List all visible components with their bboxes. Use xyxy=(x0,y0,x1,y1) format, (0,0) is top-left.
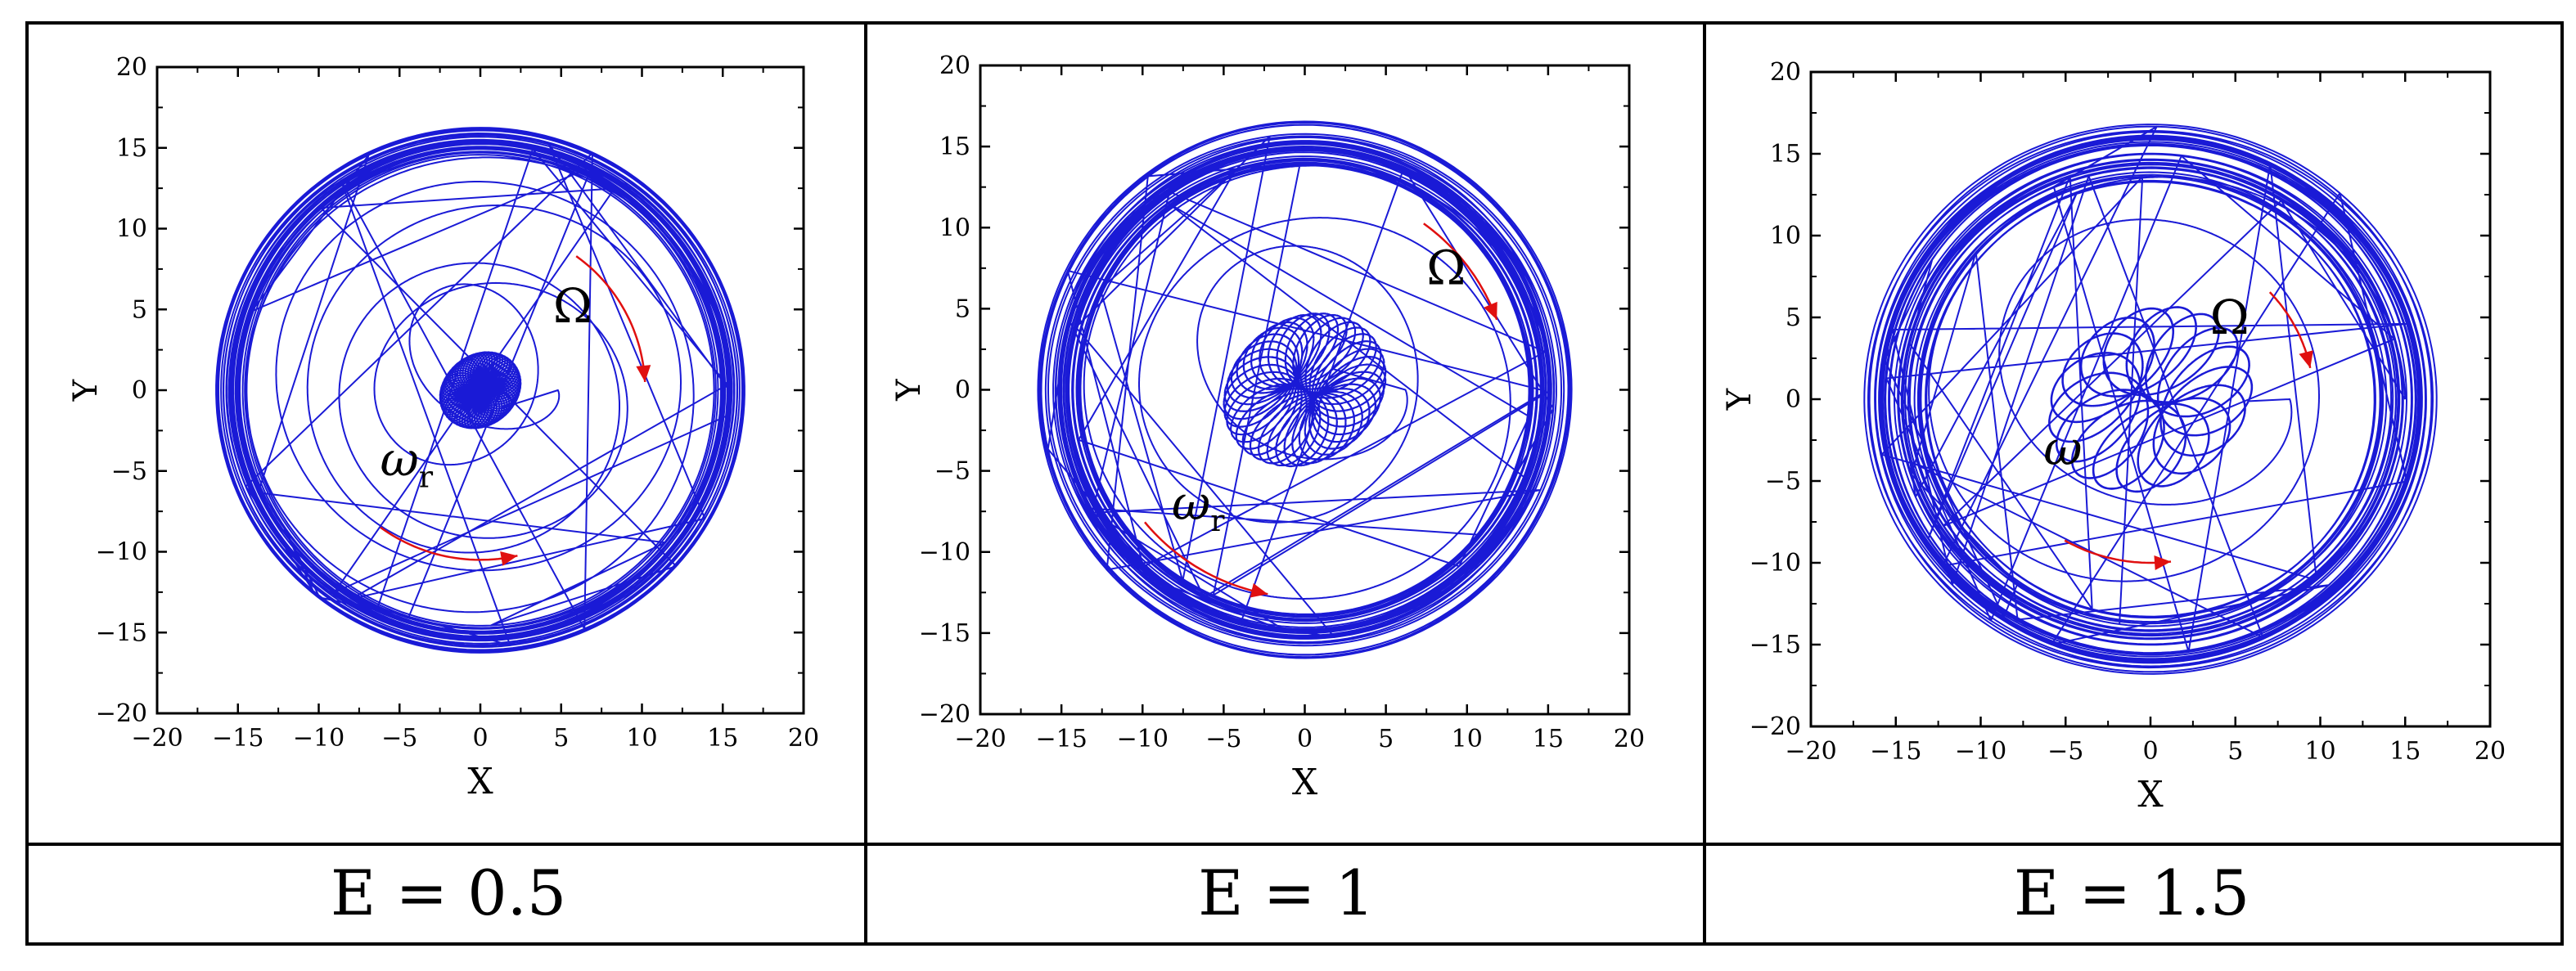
y-tick-label: 5 xyxy=(955,294,971,323)
omega-r-label: ω xyxy=(2043,420,2082,476)
x-tick-label: 5 xyxy=(2227,737,2243,766)
frame-border xyxy=(25,21,2564,946)
y-tick-label: −10 xyxy=(1750,549,1801,578)
chart-panel-2: Ωωr−20 −15 −10 −5 0 5 10 15 20−20−15−10−50510152… xyxy=(890,52,1645,803)
x-axis-label: X xyxy=(467,761,493,802)
x-tick-label: 15 xyxy=(707,724,738,753)
y-tick-label: 15 xyxy=(116,134,147,163)
omega-r-rotation-arrow xyxy=(1144,521,1268,596)
omega-r-rotation-arrow-head xyxy=(2154,555,2172,570)
y-tick-label: 20 xyxy=(1770,58,1801,87)
y-tick-label: −15 xyxy=(96,618,147,647)
y-tick-label: −10 xyxy=(96,538,147,567)
y-tick-label: 5 xyxy=(1786,303,1801,332)
x-tick-label: −15 xyxy=(1035,725,1087,753)
omega-r-subscript: r xyxy=(419,461,434,495)
y-tick-label: 20 xyxy=(116,53,147,82)
panel-caption-3: E = 1.5 xyxy=(2014,856,2249,929)
chart-panel-3: Ωω −20 −15 −10 −5 0 5 10 15 20 −20 −15 −10 −5 0 5 10 15 20… xyxy=(1721,58,2506,816)
x-tick-label: 10 xyxy=(626,724,657,753)
trajectory-series xyxy=(1037,120,1573,659)
x-tick-label: −20 xyxy=(1785,737,1836,766)
y-axis-label: Y xyxy=(67,379,105,402)
x-tick-label: 20 xyxy=(1614,725,1645,753)
trajectory-series xyxy=(215,127,745,654)
y-tick-label: −20 xyxy=(919,700,971,729)
x-tick-label: −5 xyxy=(2047,737,2083,766)
y-tick-label: 10 xyxy=(116,215,147,244)
x-tick-label: −10 xyxy=(293,724,345,753)
y-tick-label: 20 xyxy=(939,52,971,80)
y-tick-label: −20 xyxy=(96,699,147,728)
x-tick-label: 0 xyxy=(1297,725,1313,753)
omega-label: Ω xyxy=(2210,290,2249,345)
y-tick-label: −5 xyxy=(934,457,971,486)
y-tick-label: 0 xyxy=(132,376,147,405)
panel-caption-2: E = 1 xyxy=(1198,856,1375,929)
chart-panel-1: Ωωr−20 −15 −10 −5 0 5 10 15 20−20−15−10−50510152… xyxy=(67,53,819,802)
x-tick-label: 10 xyxy=(2304,737,2335,766)
y-axis-label: Y xyxy=(1721,388,1759,411)
y-tick-label: 0 xyxy=(1786,385,1801,414)
omega-r-rotation-arrow xyxy=(2064,539,2172,564)
omega-label: Ω xyxy=(1426,241,1466,296)
omega-rotation-arrow xyxy=(1423,223,1498,321)
y-tick-label: 15 xyxy=(939,133,971,161)
omega-r-rotation-arrow xyxy=(380,526,518,561)
x-axis-label: X xyxy=(2137,774,2164,816)
omega-rotation-arrow-head xyxy=(636,365,651,382)
y-tick-label: 5 xyxy=(132,295,147,324)
x-tick-label: −5 xyxy=(381,724,417,753)
omega-r-rotation-arrow-head xyxy=(1250,582,1268,598)
x-tick-label: 5 xyxy=(553,724,569,753)
y-tick-label: 10 xyxy=(939,214,971,242)
x-tick-label: −10 xyxy=(1955,737,2006,766)
x-tick-label: 15 xyxy=(1533,725,1564,753)
x-tick-label: 20 xyxy=(788,724,819,753)
y-tick-label: −10 xyxy=(919,538,971,567)
y-tick-label: 0 xyxy=(955,376,971,405)
y-tick-label: −5 xyxy=(1765,467,1801,496)
panel-caption-1: E = 0.5 xyxy=(331,856,566,929)
x-tick-label: −5 xyxy=(1205,725,1241,753)
x-tick-label: 20 xyxy=(2475,737,2506,766)
figure-frame xyxy=(25,21,2564,946)
x-tick-label: 15 xyxy=(2389,737,2421,766)
x-tick-label: −10 xyxy=(1117,725,1169,753)
omega-r-rotation-arrow-head xyxy=(500,551,518,566)
x-tick-label: 10 xyxy=(1452,725,1483,753)
y-tick-label: 15 xyxy=(1770,140,1801,169)
y-tick-label: −15 xyxy=(919,619,971,648)
x-tick-label: −15 xyxy=(212,724,263,753)
y-axis-label: Y xyxy=(890,379,928,402)
y-tick-label: −20 xyxy=(1750,713,1801,741)
x-tick-label: −20 xyxy=(131,724,182,753)
x-tick-label: 0 xyxy=(2142,737,2158,766)
x-tick-label: −15 xyxy=(1870,737,1921,766)
omega-rotation-arrow-head xyxy=(2299,350,2313,368)
x-axis-label: X xyxy=(1292,762,1318,803)
omega-rotation-arrow xyxy=(575,255,646,382)
omega-label: Ω xyxy=(553,278,592,334)
trajectory-series xyxy=(1863,124,2438,675)
x-tick-label: 5 xyxy=(1378,725,1394,753)
x-tick-label: 0 xyxy=(472,724,488,753)
y-tick-label: 10 xyxy=(1770,222,1801,250)
omega-r-subscript: r xyxy=(1210,505,1225,538)
y-tick-label: −15 xyxy=(1750,631,1801,659)
y-tick-label: −5 xyxy=(111,457,147,486)
omega-rotation-arrow-head xyxy=(1484,301,1497,320)
x-tick-label: −20 xyxy=(954,725,1006,753)
